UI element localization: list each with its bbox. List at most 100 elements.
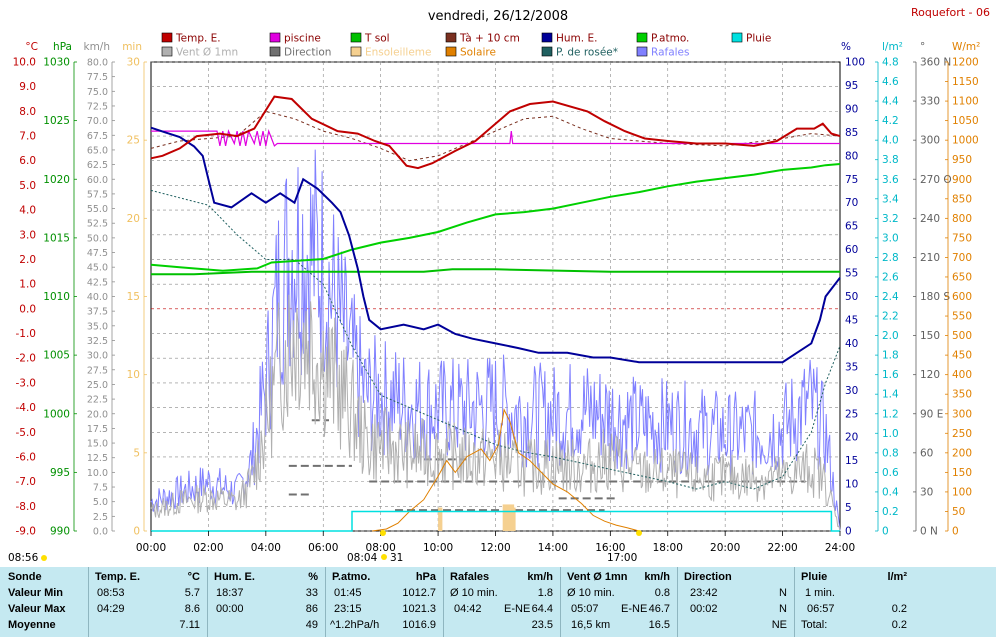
axis-tick-label: 47.5: [87, 248, 108, 259]
x-tick-label: 04:00: [251, 542, 281, 554]
axis-unit: km/h: [83, 41, 110, 53]
legend-swatch: [161, 32, 173, 43]
header-patmo: P.atmo.: [332, 571, 371, 583]
legend-label: Direction: [284, 47, 331, 59]
rafales-max-value: 64.4: [531, 603, 553, 615]
axis-tick-label: -9.0: [16, 526, 37, 538]
axis-tick-label: 10.0: [13, 57, 36, 69]
axis-tick-label: 350: [952, 389, 972, 401]
axis-tick-label: 25: [845, 408, 858, 420]
rafales-max-time: 04:42: [454, 603, 482, 615]
legend-label: Temp. E.: [175, 33, 221, 45]
axis-tick-label: -5.0: [16, 427, 37, 439]
axis-tick-label: 30: [127, 57, 140, 69]
axis-tick-label: 57.5: [87, 189, 108, 200]
header-vent-unit: km/h: [644, 571, 670, 583]
direction-min-value: N: [779, 587, 787, 599]
axis-tick-label: 0: [952, 526, 959, 538]
axis-tick-label: 3.8: [882, 154, 899, 166]
hum-max-time: 00:00: [216, 603, 244, 615]
axis-tick-label: -4.0: [16, 402, 37, 414]
axis-tick-label: 300: [952, 408, 972, 420]
axis-tick-label: 2.0: [19, 254, 36, 266]
legend-swatch: [350, 46, 362, 57]
axis-tick-label: 1000: [952, 135, 979, 147]
x-tick-label: 08:00: [366, 542, 396, 554]
axis-tick-label: 1.2: [882, 408, 899, 420]
legend-label: Tà + 10 cm: [459, 33, 520, 45]
axis-tick-label: 180 S: [920, 291, 950, 303]
axis-tick-label: 60: [920, 447, 933, 459]
axis-tick-label: 15.0: [87, 439, 108, 450]
vent-avg-value: 16.5: [648, 619, 670, 631]
axis-tick-label: 250: [952, 428, 972, 440]
x-tick-label: 14:00: [538, 542, 568, 554]
sunshine-bar: [438, 507, 443, 531]
axis-tick-label: 450: [952, 350, 972, 362]
axis-tick-label: 150: [920, 330, 940, 342]
station-name: Roquefort - 06: [911, 6, 990, 19]
legend-swatch: [269, 46, 281, 57]
legend-swatch: [636, 32, 648, 43]
sun-icon: [41, 555, 47, 561]
header-hum: Hum. E.: [214, 571, 255, 583]
axis-tick-label: 42.5: [87, 277, 108, 288]
axis-tick-label: 995: [50, 467, 70, 479]
axis-tick-label: 120: [920, 369, 940, 381]
axis-tick-label: 330: [920, 96, 940, 108]
axis-tick-label: 60: [845, 244, 858, 256]
axis-tick-label: 55: [845, 268, 858, 280]
axis-tick-label: 950: [952, 154, 972, 166]
header-rafales-unit: km/h: [527, 571, 553, 583]
series-hum: [150, 126, 841, 364]
axis-tick-label: 1015: [43, 232, 70, 244]
series-patmo: [150, 163, 841, 272]
axis-tick-label: 400: [952, 369, 972, 381]
temp-min-value: 5.7: [184, 587, 200, 599]
axis-tick-label: 1.4: [882, 389, 899, 401]
axis-tick-label: 0.0: [19, 303, 36, 315]
rafales-avg-value: 23.5: [531, 619, 553, 631]
hum-min-value: 33: [305, 587, 318, 599]
summary-col-temp: Temp. E. °C 08:53 5.7 04:29 8.6 7.11: [88, 567, 208, 637]
x-tick-label: 16:00: [595, 542, 625, 554]
axis-tick-label: 10: [127, 369, 140, 381]
sunrise-label: 08:04: [347, 552, 378, 564]
header-pluie: Pluie: [801, 571, 828, 583]
axis-tick-label: 4.8: [882, 57, 899, 69]
summary-col-hum: Hum. E.% 18:37 33 00:00 86 49: [207, 567, 326, 637]
x-tick-label: 18:00: [653, 542, 683, 554]
legend-swatch: [350, 32, 362, 43]
axis-tick-label: 1005: [43, 350, 70, 362]
axis-tick-label: 30: [845, 385, 858, 397]
axis-tick-label: 35.0: [87, 321, 108, 332]
axis-tick-label: 15: [845, 455, 858, 467]
axis-tick-label: 0.4: [882, 486, 899, 498]
weather-chart: vendredi, 26/12/2008 Roquefort - 06 Temp…: [8, 6, 990, 564]
legend-swatch: [269, 32, 281, 43]
axis-tick-label: 67.5: [87, 131, 108, 142]
vent-max-time: 05:07: [571, 603, 599, 615]
axis-tick-label: 15: [127, 291, 140, 303]
axis-tick-label: 850: [952, 193, 972, 205]
axis-tick-label: 20: [845, 432, 858, 444]
axis-tick-label: 1100: [952, 96, 979, 108]
sunset-dot: [636, 530, 642, 536]
axis-tick-label: 4.4: [882, 96, 899, 108]
axis-tick-label: 0: [882, 526, 889, 538]
axis-tick-label: 27.5: [87, 365, 108, 376]
axis-tick-label: 25: [127, 135, 140, 147]
legend-swatch: [636, 46, 648, 57]
legend-label: P.atmo.: [651, 33, 689, 45]
direction-avg-value: NE: [771, 619, 787, 631]
axis-tick-label: 270 O: [920, 174, 952, 186]
temp-avg-value: 7.11: [179, 619, 200, 631]
patmo-max-time: 23:15: [334, 603, 362, 615]
chart-plot-area: [150, 95, 841, 532]
axis-unit: min: [122, 41, 142, 53]
sunset-label: 17:00: [607, 552, 637, 564]
axis-tick-label: 10: [845, 479, 858, 491]
summary-col-vent: Vent Ø 1mn km/h Ø 10 min. 0.8 05:07 E-NE 46.…: [560, 567, 678, 637]
axis-tick-label: 1030: [43, 57, 70, 69]
axis-tick-label: 900: [952, 174, 972, 186]
